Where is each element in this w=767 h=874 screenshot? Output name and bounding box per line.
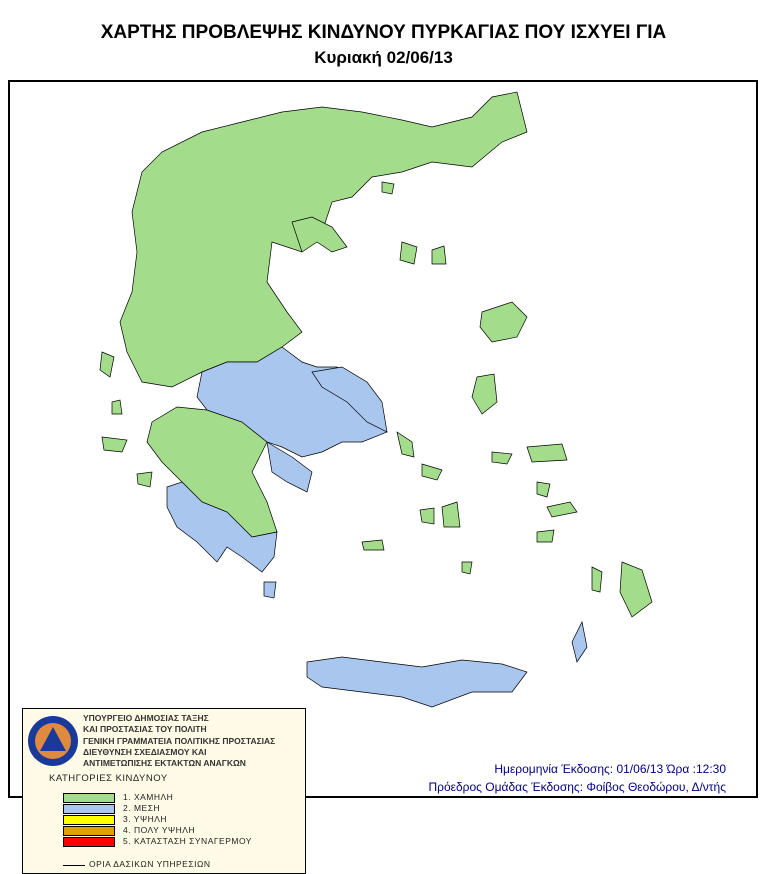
- santorini: [461, 561, 473, 575]
- kos: [546, 501, 578, 518]
- map-title: ΧΑΡΤΗΣ ΠΡΟΒΛΕΨΗΣ ΚΙΝΔΥΝΟΥ ΠΥΡΚΑΓΙΑΣ ΠΟΥ …: [100, 22, 667, 43]
- rhodes: [619, 561, 653, 618]
- ikaria: [491, 451, 513, 465]
- swatch-very-high: [63, 826, 115, 836]
- category-very-high: 4. ΠΟΛΥ ΥΨΗΛΗ: [123, 825, 196, 835]
- low-risk-regions: [99, 91, 653, 618]
- kasos-islet: [571, 620, 588, 663]
- map-date: Κυριακή 02/06/13: [314, 48, 453, 67]
- crete: [306, 656, 528, 708]
- issue-date: Ημερομηνία Έκδοσης: 01/06/13 Ώρα :12:30: [494, 762, 726, 776]
- ministry-line: ΔΙΕΥΘΥΝΣΗ ΣΧΕΔΙΑΣΜΟΥ ΚΑΙ: [83, 746, 207, 757]
- kefalonia: [101, 436, 128, 453]
- ministry-line: ΑΝΤΙΜΕΤΩΠΙΣΗΣ ΕΚΤΑΚΤΩΝ ΑΝΑΓΚΩΝ: [83, 758, 246, 769]
- milos: [361, 539, 385, 551]
- ministry-text: ΥΠΟΥΡΓΕΙΟ ΔΗΜΟΣΙΑΣ ΤΑΞΗΣ ΚΑΙ ΠΡΟΣΤΑΣΙΑΣ …: [83, 713, 275, 769]
- swatch-low: [63, 793, 115, 803]
- samothraki: [431, 245, 447, 265]
- southern-peloponnese: [166, 481, 278, 573]
- categories-title: ΚΑΤΗΓΟΡΙΕΣ ΚΙΝΔΥΝΟΥ: [49, 773, 168, 784]
- category-high: 3. ΥΨΗΛΗ: [123, 814, 168, 824]
- category-low: 1. ΧΑΜΗΛΗ: [123, 792, 174, 802]
- paros: [419, 507, 435, 525]
- kythira: [263, 581, 277, 599]
- karpathos: [591, 566, 603, 593]
- andros: [396, 431, 415, 458]
- lesvos: [479, 301, 528, 343]
- civil-protection-logo: [28, 716, 78, 766]
- medium-risk-regions: [166, 346, 588, 708]
- lefkada: [111, 399, 123, 415]
- swatch-medium: [63, 804, 115, 814]
- corfu: [99, 351, 115, 378]
- boundary-label: ΟΡΙΑ ΔΑΣΙΚΩΝ ΥΠΗΡΕΣΙΩΝ: [89, 859, 211, 869]
- chios: [471, 373, 498, 415]
- thasos: [381, 181, 395, 195]
- issuing-chair: Πρόεδρος Ομάδας Έκδοσης: Φοίβος Θεοδώρου…: [428, 780, 726, 794]
- naxos: [441, 501, 461, 528]
- swatch-alarm: [63, 837, 115, 847]
- evia: [311, 366, 388, 433]
- northern-mainland: [119, 91, 528, 388]
- legend-panel: ΥΠΟΥΡΓΕΙΟ ΔΗΜΟΣΙΑΣ ΤΑΞΗΣ ΚΑΙ ΠΡΟΣΤΑΣΙΑΣ …: [22, 708, 306, 874]
- ministry-line: ΓΕΝΙΚΗ ΓΡΑΜΜΑΤΕΙΑ ΠΟΛΙΤΙΚΗΣ ΠΡΟΣΤΑΣΙΑΣ: [83, 735, 276, 746]
- astypalea: [536, 529, 555, 543]
- ministry-line: ΥΠΟΥΡΓΕΙΟ ΔΗΜΟΣΙΑΣ ΤΑΞΗΣ: [83, 713, 209, 723]
- tinos-mykonos: [421, 463, 443, 481]
- samos: [526, 443, 568, 463]
- zakynthos: [136, 471, 153, 488]
- chalkidiki: [291, 216, 348, 253]
- map-frame: ΥΠΟΥΡΓΕΙΟ ΔΗΜΟΣΙΑΣ ΤΑΞΗΣ ΚΑΙ ΠΡΟΣΤΑΣΙΑΣ …: [8, 80, 758, 874]
- lemnos: [399, 241, 418, 265]
- attica-argolida: [266, 441, 313, 493]
- greece-fire-risk-map: [99, 91, 653, 708]
- boundary-line-symbol: [63, 865, 85, 866]
- ministry-line: ΚΑΙ ΠΡΟΣΤΑΣΙΑΣ ΤΟΥ ΠΟΛΙΤΗ: [83, 724, 207, 735]
- kalymnos-leros: [536, 481, 551, 498]
- category-alarm: 5. ΚΑΤΑΣΤΑΣΗ ΣΥΝΑΓΕΡΜΟΥ: [123, 836, 252, 846]
- swatch-high: [63, 815, 115, 825]
